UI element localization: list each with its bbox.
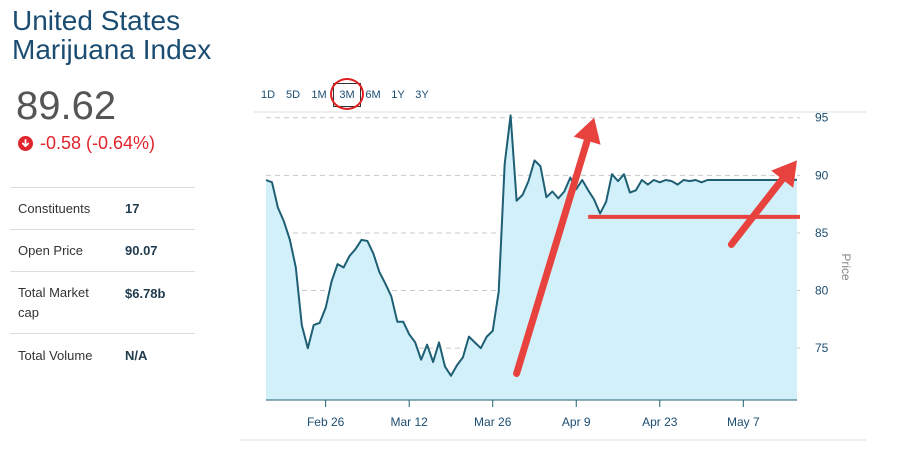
stat-label: Total Market cap: [18, 284, 89, 320]
price-change: -0.58 (-0.64%): [18, 133, 155, 154]
price-line: [265, 114, 798, 377]
x-tick-label: May 7: [727, 415, 760, 429]
x-tick-label: Feb 26: [307, 415, 345, 429]
y-tick-label: 90: [815, 168, 829, 182]
stat-value: N/A: [125, 347, 148, 363]
stat-label: Open Price: [18, 242, 84, 258]
price-area: [266, 115, 797, 401]
price-change-text: -0.58 (-0.64%): [40, 133, 156, 153]
stat-value: 17: [125, 200, 140, 216]
stat-row-constituents: Constituents 17: [10, 187, 195, 229]
x-tick-label: Mar 26: [474, 415, 512, 429]
x-axis-ticks: Feb 26 Mar 12 Mar 26 Apr 9 Apr 23 May 7: [307, 400, 760, 429]
tab-1m[interactable]: 1M: [311, 89, 327, 101]
stats-table: Constituents 17 Open Price 90.07 Total M…: [10, 187, 195, 377]
stat-value: $6.78b: [125, 286, 166, 301]
y-tick-label: 85: [815, 226, 829, 240]
index-title: United States Marijuana Index: [12, 6, 272, 64]
tab-5d[interactable]: 5D: [285, 89, 301, 101]
annotation-arrow-right-shaft: [727, 175, 786, 248]
index-title-line2: Marijuana Index: [12, 34, 212, 65]
annotation-arrow-up-head: [573, 117, 601, 145]
y-tick-label: 75: [815, 341, 829, 355]
current-price: 89.62: [16, 84, 117, 128]
x-tick-label: Apr 23: [642, 415, 678, 429]
stat-label: Total Volume: [18, 347, 93, 363]
stat-value: 90.07: [125, 242, 158, 258]
x-tick-label: Apr 9: [562, 415, 591, 429]
annotation-arrow-up-shaft: [513, 137, 591, 378]
tab-3y[interactable]: 3Y: [415, 89, 429, 101]
index-title-line1: United States: [12, 5, 181, 36]
stat-row-total-volume: Total Volume N/A: [10, 333, 195, 377]
arrow-down-circle-icon: [18, 136, 33, 151]
y-tick-label: 95: [815, 111, 829, 125]
tab-6m[interactable]: 6M: [365, 89, 381, 101]
y-axis-label: Price: [839, 253, 853, 281]
annotation-arrow-right-head: [771, 160, 797, 188]
tab-1y[interactable]: 1Y: [391, 89, 405, 101]
x-tick-label: Mar 12: [391, 415, 429, 429]
highlight-circle: [330, 78, 364, 110]
tab-1d[interactable]: 1D: [260, 89, 276, 101]
y-axis-ticks: 95 90 85 80 75: [815, 111, 829, 355]
stat-row-open-price: Open Price 90.07: [10, 229, 195, 271]
stat-label: Constituents: [18, 200, 91, 216]
stat-row-market-cap: Total Market cap $6.78b: [10, 271, 195, 333]
y-tick-label: 80: [815, 284, 829, 298]
annotations: [513, 117, 800, 378]
